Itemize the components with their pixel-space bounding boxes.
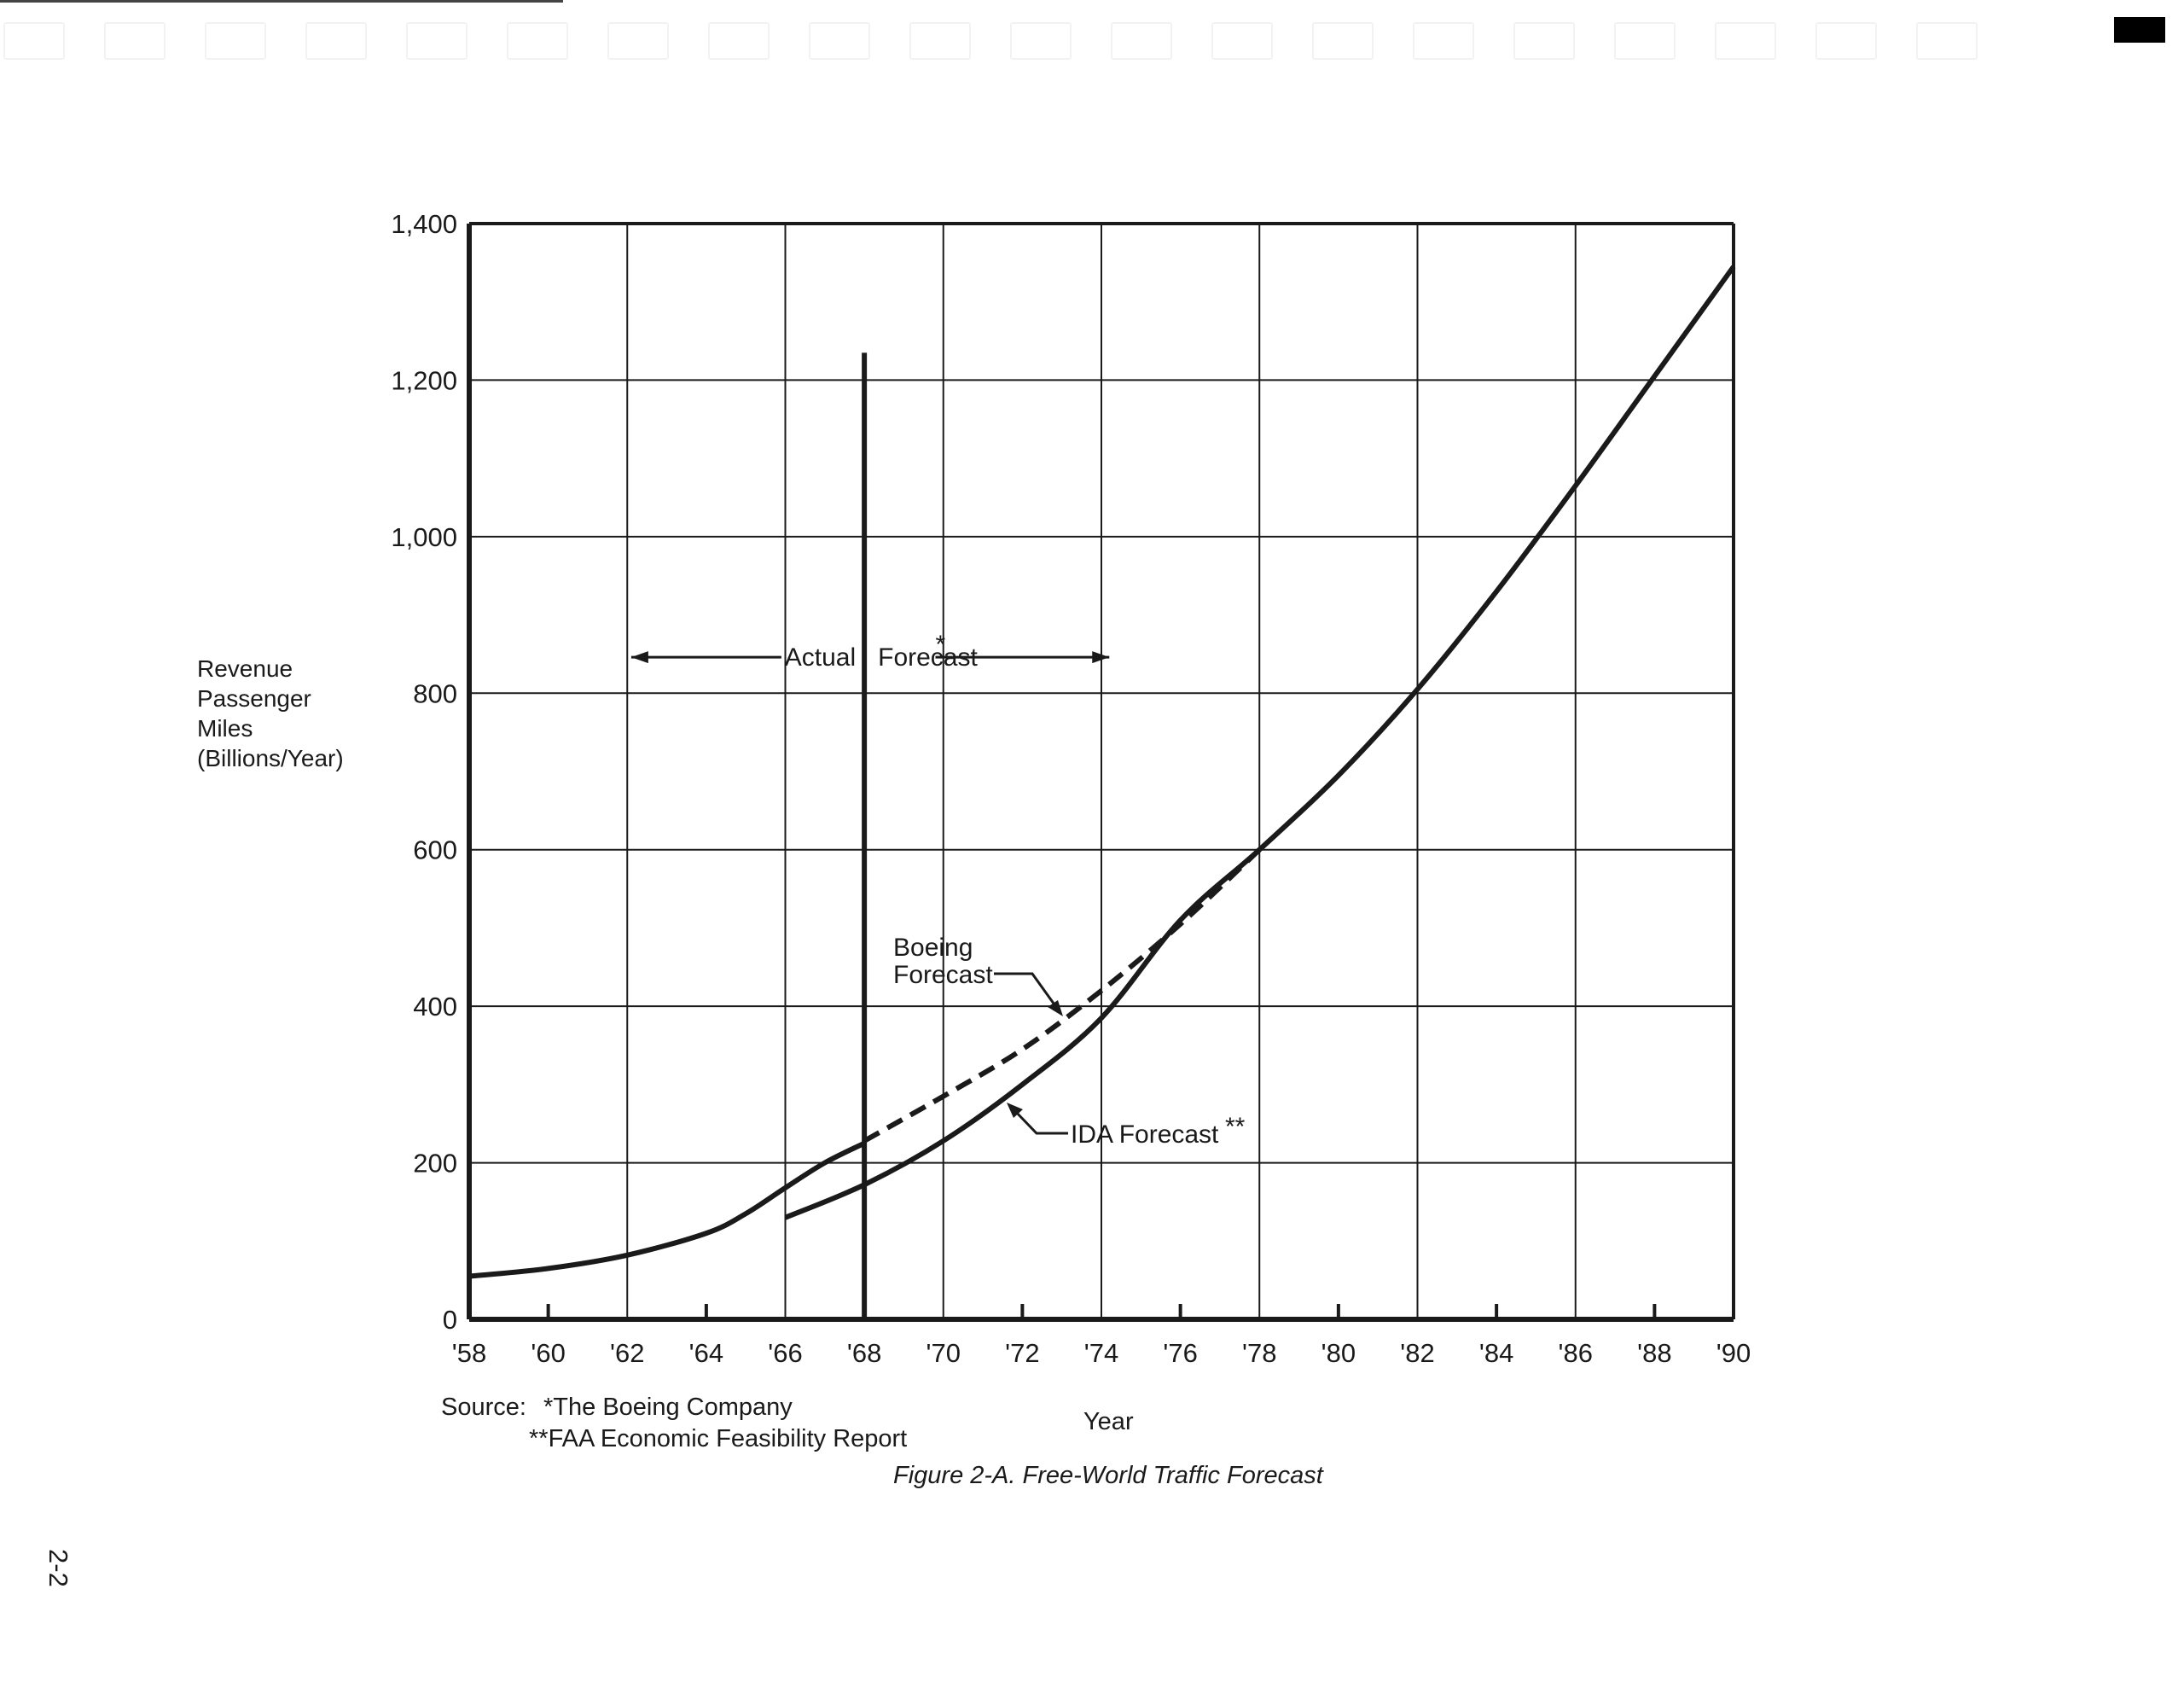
chart-series [468,265,1736,1279]
ida-footnote-mark: ** [1225,1113,1246,1141]
chart-tick-labels: '58 '60 '62 '64 '66 '68 '70 '72 '74 '76 '78 '80 '82 '… [391,209,1751,1368]
boeing-leader-line [994,972,1058,1008]
x-tick-label: '72 [1005,1338,1039,1368]
scan-registration-box [406,22,468,60]
y-tick-label: 1,000 [391,522,457,552]
x-axis-label: Year [1083,1408,1134,1435]
boeing-label-line: Forecast [893,961,993,989]
scan-registration-box [1010,22,1072,60]
scan-registration-box [708,22,770,60]
boeing-forecast-series-line [863,847,1262,1144]
scan-registration-box [1413,22,1474,60]
boeing-leader-arrowhead [1048,1000,1063,1016]
scan-registration-box [1614,22,1676,60]
y-tick-label: 1,200 [391,365,457,395]
y-tick-label: 200 [413,1149,457,1179]
figure-caption: Figure 2-A. Free-World Traffic Forecast [893,1462,1323,1489]
y-tick-label: 600 [413,835,457,865]
scan-registration-mark [2114,17,2165,43]
y-axis-label-line: (Billions/Year) [197,745,344,771]
y-axis-label-line: Revenue [197,655,293,682]
y-axis-label-line: Passenger [197,685,311,712]
page-number: 2-2 [44,1549,73,1587]
scan-registration-box [1715,22,1776,60]
scan-registration-box [1211,22,1273,60]
y-tick-label: 800 [413,678,457,708]
scan-registration-box [3,22,65,60]
x-tick-label: '74 [1084,1338,1118,1368]
x-tick-label: '64 [689,1338,723,1368]
x-tick-label: '60 [531,1338,565,1368]
scan-registration-box [809,22,870,60]
scan-registration-box [1513,22,1575,60]
ida-forecast-label: IDA Forecast [1071,1120,1219,1149]
scan-registration-box [507,22,568,60]
ida-leader-arrowhead [1007,1103,1023,1118]
forecast-footnote-mark: * [935,631,945,659]
x-tick-label: '90 [1716,1338,1751,1368]
actual-label: Actual [785,643,856,672]
chart-axes [467,222,1735,1322]
x-tick-label: '82 [1400,1338,1434,1368]
scan-registration-box [1916,22,1978,60]
scan-registration-box [104,22,166,60]
forecast-arrow-head [1092,651,1110,664]
x-tick-label: '78 [1242,1338,1276,1368]
boeing-label-line: Boeing [893,934,973,962]
scan-registration-box [1312,22,1374,60]
y-tick-label: 1,400 [391,209,457,239]
y-tick-label: 0 [443,1305,457,1335]
scan-top-rule [0,0,563,3]
x-tick-label: '84 [1479,1338,1513,1368]
scan-registration-box [909,22,971,60]
x-tick-label: '66 [768,1338,802,1368]
ida-leader-line [1012,1108,1068,1135]
x-tick-label: '86 [1559,1338,1593,1368]
x-tick-label: '70 [926,1338,961,1368]
scan-registration-box [1815,22,1877,60]
scan-registration-box [1111,22,1172,60]
y-tick-label: 400 [413,992,457,1021]
actual-series-line [468,1140,866,1279]
chart-grid [469,224,1734,1319]
source-line-1: *The Boeing Company [543,1394,793,1421]
actual-arrow-head [630,651,648,664]
scan-registration-box [607,22,669,60]
x-tick-label: '58 [452,1338,486,1368]
source-prefix: Source: [441,1394,526,1421]
x-tick-label: '68 [847,1338,881,1368]
source-line-2: **FAA Economic Feasibility Report [529,1425,908,1452]
ida-forecast-series-line [784,265,1736,1220]
scan-registration-box [205,22,266,60]
y-axis-label-line: Miles [197,715,253,742]
x-tick-label: '80 [1321,1338,1356,1368]
x-tick-label: '62 [610,1338,644,1368]
scan-registration-box [305,22,367,60]
x-tick-label: '88 [1637,1338,1671,1368]
x-tick-label: '76 [1163,1338,1197,1368]
